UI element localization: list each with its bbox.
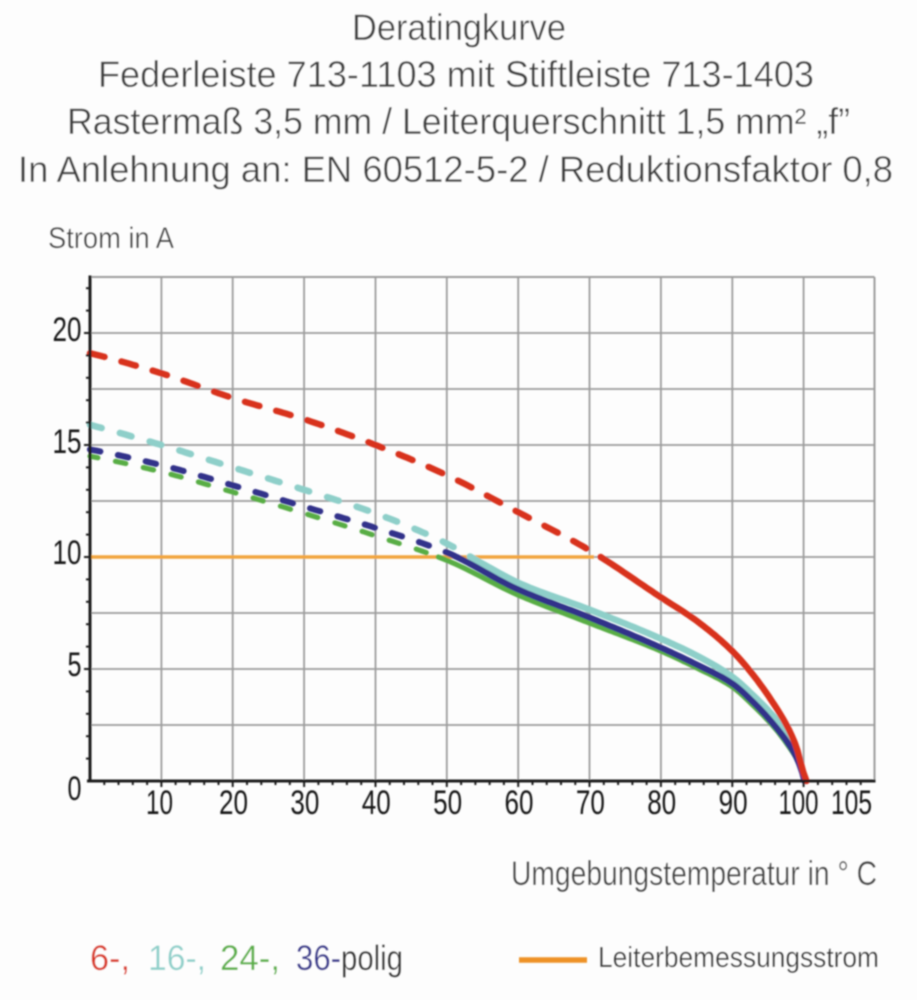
svg-text:36-: 36-: [296, 939, 341, 978]
svg-text:5: 5: [68, 646, 82, 684]
svg-text:Federleiste 713-1103 mit Stift: Federleiste 713-1103 mit Stiftleiste 713…: [98, 54, 814, 95]
svg-text:10: 10: [146, 784, 173, 822]
svg-text:60: 60: [505, 784, 534, 822]
svg-text:105: 105: [831, 784, 872, 822]
svg-text:polig: polig: [341, 939, 403, 978]
svg-text:20: 20: [53, 311, 82, 349]
svg-text:40: 40: [362, 784, 391, 822]
svg-text:20: 20: [219, 784, 248, 822]
svg-text:0: 0: [68, 770, 82, 808]
svg-text:Strom in A: Strom in A: [48, 222, 174, 255]
svg-text:16-,: 16-,: [148, 939, 206, 978]
svg-text:90: 90: [719, 784, 748, 822]
svg-text:Umgebungstemperatur in ° C: Umgebungstemperatur in ° C: [511, 855, 877, 893]
svg-text:80: 80: [647, 784, 676, 822]
svg-text:50: 50: [433, 784, 462, 822]
svg-text:24-,: 24-,: [220, 939, 280, 978]
svg-text:15: 15: [53, 423, 82, 461]
svg-text:Rastermaß 3,5 mm / Leiterquers: Rastermaß 3,5 mm / Leiterquerschnitt 1,5…: [67, 101, 850, 142]
svg-text:Deratingkurve: Deratingkurve: [352, 7, 566, 48]
svg-text:100: 100: [779, 784, 819, 822]
svg-text:10: 10: [53, 534, 82, 572]
svg-text:In Anlehnung an: EN 60512-5-2: In Anlehnung an: EN 60512-5-2 / Reduktio…: [18, 149, 893, 190]
svg-text:70: 70: [576, 784, 605, 822]
svg-text:30: 30: [290, 784, 319, 822]
svg-text:6-,: 6-,: [90, 939, 130, 978]
svg-text:Leiterbemessungsstrom: Leiterbemessungsstrom: [598, 942, 879, 974]
